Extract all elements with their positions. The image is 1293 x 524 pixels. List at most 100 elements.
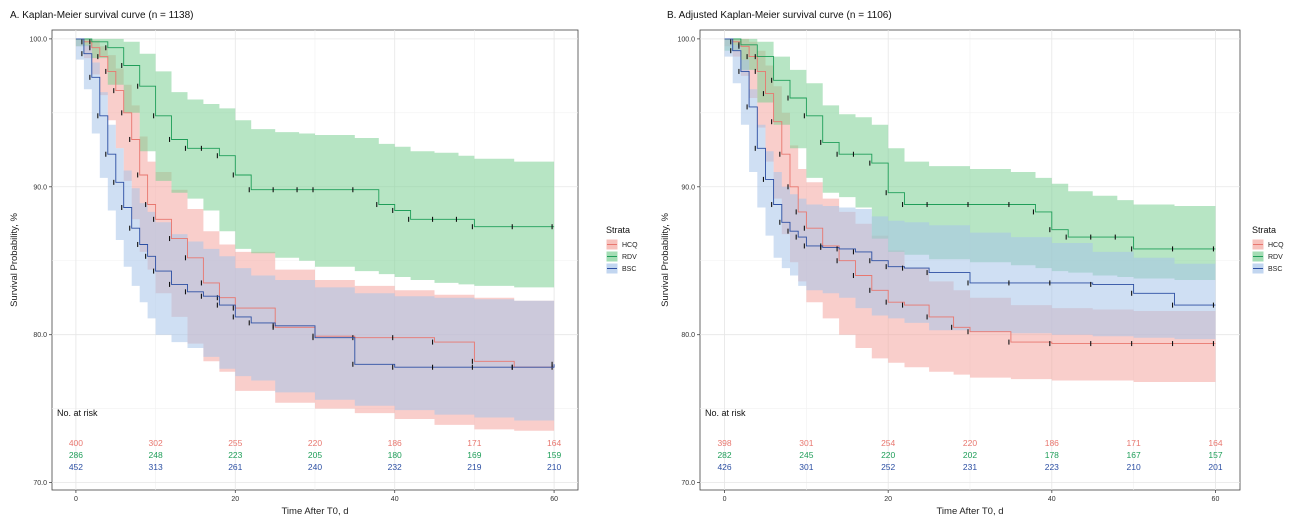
survival-line-hcq (75, 38, 555, 368)
y-tick-label: 100.0 (29, 36, 47, 43)
y-tick-label: 90.0 (681, 184, 695, 191)
risk-count-hcq: 186 (1045, 438, 1059, 448)
series-bsc (724, 38, 1216, 308)
risk-count-bsc: 240 (308, 462, 322, 472)
risk-count-hcq: 398 (717, 438, 731, 448)
legend: Strata HCQ RDV BSC (1251, 225, 1284, 275)
legend-label-bsc: BSC (622, 266, 636, 273)
risk-count-bsc: 210 (1127, 462, 1141, 472)
y-tick-label: 100.0 (677, 36, 695, 43)
risk-count-rdv: 157 (1208, 450, 1222, 460)
legend: Strata HCQ RDV BSC (605, 225, 638, 275)
risk-count-bsc: 219 (467, 462, 481, 472)
risk-count-bsc: 452 (69, 462, 83, 472)
risk-table: No. at risk 398 301 254 220 186 171 164 282 245 22… (705, 408, 1223, 472)
risk-count-hcq: 400 (69, 438, 83, 448)
ci-band-bsc (724, 38, 1216, 340)
y-axis-label: Survival Probability, % (660, 213, 671, 307)
series-rdv (724, 38, 1216, 252)
risk-table: No. at risk 400 302 255 220 186 171 164 286 248 22… (57, 408, 561, 472)
survival-line-bsc (724, 38, 1216, 306)
risk-count-bsc: 252 (881, 462, 895, 472)
chart-panel-a: A. Kaplan-Meier survival curve (n = 1138… (9, 10, 638, 517)
risk-count-bsc: 201 (1208, 462, 1222, 472)
chart-title: B. Adjusted Kaplan-Meier survival curve … (667, 10, 892, 21)
risk-count-hcq: 254 (881, 438, 895, 448)
risk-count-hcq: 171 (467, 438, 481, 448)
x-tick-label: 0 (74, 496, 78, 503)
risk-count-rdv: 202 (963, 450, 977, 460)
legend-label-hcq: HCQ (622, 242, 638, 249)
risk-table-title: No. at risk (705, 408, 746, 418)
risk-count-rdv: 248 (149, 450, 163, 460)
x-tick-label: 60 (550, 496, 558, 503)
risk-count-rdv: 223 (228, 450, 242, 460)
series-hcq (75, 38, 555, 370)
risk-count-hcq: 164 (1208, 438, 1222, 448)
risk-count-hcq: 302 (149, 438, 163, 448)
axes: 0 20 40 60 70.0 80.0 90.0 100.0 Time After T0, d… (9, 36, 558, 517)
x-tick-label: 20 (231, 496, 239, 503)
risk-table-title: No. at risk (57, 408, 98, 418)
ci-band-bsc (75, 38, 555, 421)
survival-line-rdv (724, 38, 1216, 250)
risk-count-hcq: 220 (963, 438, 977, 448)
risk-count-rdv: 205 (308, 450, 322, 460)
x-tick-label: 60 (1212, 496, 1220, 503)
survival-line-rdv (75, 38, 555, 228)
risk-count-bsc: 232 (388, 462, 402, 472)
series-bsc (75, 38, 555, 370)
risk-count-rdv: 178 (1045, 450, 1059, 460)
legend-title: Strata (606, 225, 630, 235)
risk-count-hcq: 171 (1127, 438, 1141, 448)
survival-line-bsc (75, 38, 555, 368)
y-tick-label: 70.0 (681, 480, 695, 487)
legend-title: Strata (1252, 225, 1276, 235)
risk-count-hcq: 301 (799, 438, 813, 448)
legend-label-rdv: RDV (622, 254, 637, 261)
risk-count-rdv: 286 (69, 450, 83, 460)
risk-count-rdv: 282 (717, 450, 731, 460)
x-axis-label: Time After T0, d (281, 506, 348, 517)
legend-label-bsc: BSC (1268, 266, 1282, 273)
series-rdv (75, 38, 555, 230)
risk-count-rdv: 180 (388, 450, 402, 460)
x-tick-label: 40 (391, 496, 399, 503)
survival-line-hcq (724, 38, 1216, 345)
risk-count-rdv: 169 (467, 450, 481, 460)
risk-count-bsc: 261 (228, 462, 242, 472)
risk-count-hcq: 220 (308, 438, 322, 448)
y-tick-label: 80.0 (33, 332, 47, 339)
ci-band-rdv (724, 38, 1216, 281)
risk-count-rdv: 220 (881, 450, 895, 460)
risk-count-rdv: 167 (1127, 450, 1141, 460)
axes: 0 20 40 60 70.0 80.0 90.0 100.0 Time After T0, d… (660, 36, 1219, 517)
legend-label-hcq: HCQ (1268, 242, 1284, 249)
ci-band-rdv (75, 38, 555, 288)
y-tick-label: 70.0 (33, 480, 47, 487)
risk-count-bsc: 231 (963, 462, 977, 472)
risk-count-bsc: 426 (717, 462, 731, 472)
risk-count-hcq: 255 (228, 438, 242, 448)
chart-panel-b: B. Adjusted Kaplan-Meier survival curve … (660, 10, 1284, 517)
confidence-bands (75, 38, 555, 431)
y-tick-label: 80.0 (681, 332, 695, 339)
x-tick-label: 40 (1048, 496, 1056, 503)
legend-label-rdv: RDV (1268, 254, 1283, 261)
x-tick-label: 0 (723, 496, 727, 503)
confidence-bands (724, 38, 1216, 383)
risk-count-rdv: 159 (547, 450, 561, 460)
chart-title: A. Kaplan-Meier survival curve (n = 1138… (10, 10, 194, 21)
risk-count-bsc: 210 (547, 462, 561, 472)
risk-count-hcq: 164 (547, 438, 561, 448)
risk-count-bsc: 223 (1045, 462, 1059, 472)
risk-count-hcq: 186 (388, 438, 402, 448)
x-tick-label: 20 (884, 496, 892, 503)
risk-count-bsc: 301 (799, 462, 813, 472)
risk-count-bsc: 313 (149, 462, 163, 472)
y-axis-label: Survival Probability, % (9, 213, 20, 307)
risk-count-rdv: 245 (799, 450, 813, 460)
x-axis-label: Time After T0, d (936, 506, 1003, 517)
y-tick-label: 90.0 (33, 184, 47, 191)
